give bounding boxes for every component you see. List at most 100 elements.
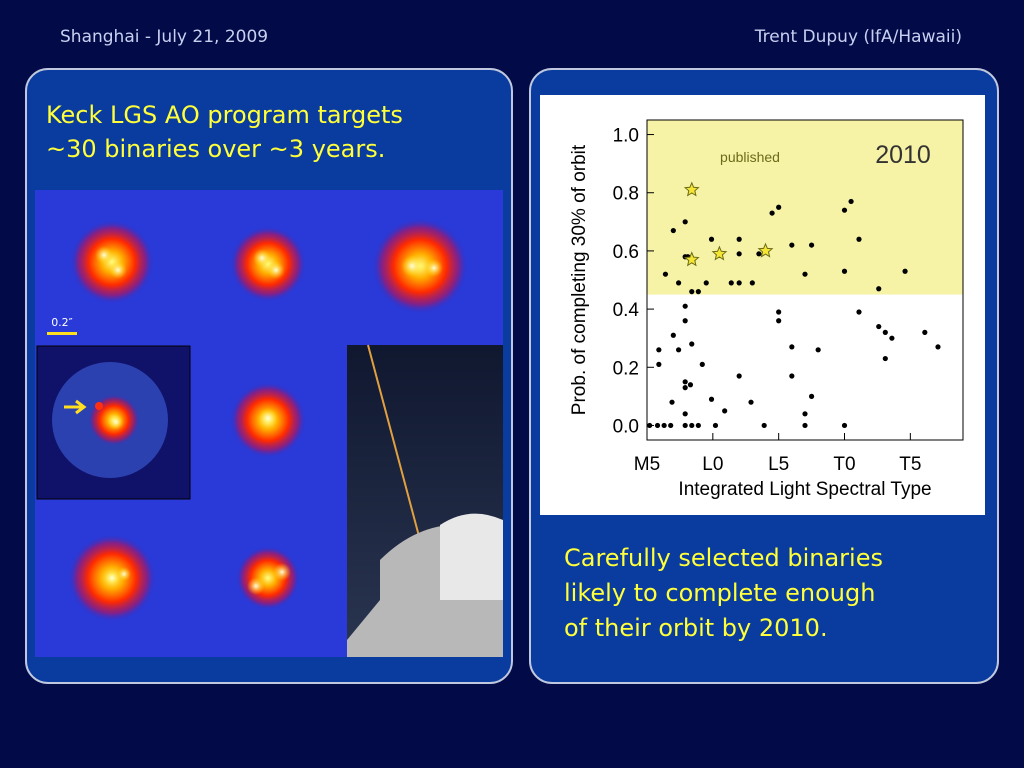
point bbox=[749, 280, 755, 286]
point bbox=[776, 204, 782, 210]
point bbox=[935, 344, 941, 350]
point bbox=[682, 411, 688, 417]
point bbox=[682, 422, 688, 429]
x-axis-label: Integrated Light Spectral Type bbox=[678, 479, 931, 500]
x-tick-label: T0 bbox=[833, 454, 855, 475]
point bbox=[656, 347, 662, 353]
point bbox=[756, 251, 762, 257]
point bbox=[776, 309, 782, 315]
point bbox=[662, 271, 669, 277]
panel-text: likely to complete enough bbox=[564, 579, 875, 607]
header-right: Trent Dupuy (IfA/Hawaii) bbox=[754, 27, 962, 47]
point bbox=[656, 361, 662, 367]
x-tick-label: L0 bbox=[702, 454, 723, 475]
point bbox=[815, 347, 821, 353]
y-tick-label: 0.0 bbox=[613, 416, 639, 437]
point bbox=[687, 382, 694, 388]
point bbox=[682, 219, 688, 225]
panel-text: of their orbit by 2010. bbox=[564, 614, 828, 642]
point bbox=[808, 393, 815, 399]
point bbox=[789, 373, 795, 379]
point bbox=[789, 242, 795, 248]
y-tick-label: 0.4 bbox=[613, 300, 640, 321]
point bbox=[748, 399, 754, 405]
point bbox=[695, 289, 701, 295]
point bbox=[882, 329, 888, 335]
point bbox=[769, 210, 775, 216]
point bbox=[841, 268, 848, 274]
point bbox=[876, 323, 882, 330]
scale-label: 0.2″ bbox=[51, 316, 73, 329]
x-tick-label: T5 bbox=[899, 454, 921, 475]
point bbox=[668, 422, 674, 429]
y-tick-label: 1.0 bbox=[613, 126, 639, 147]
point bbox=[699, 361, 705, 367]
point bbox=[736, 236, 742, 242]
plot-frame bbox=[646, 119, 964, 441]
point bbox=[902, 268, 908, 274]
point bbox=[661, 422, 667, 429]
point bbox=[728, 280, 734, 286]
point bbox=[757, 242, 774, 258]
point bbox=[682, 379, 688, 385]
point bbox=[736, 280, 742, 286]
point bbox=[683, 181, 700, 197]
point bbox=[708, 236, 715, 242]
point bbox=[689, 289, 695, 295]
point bbox=[703, 280, 709, 286]
point bbox=[856, 309, 862, 315]
point bbox=[736, 251, 742, 257]
annotation: 2010 bbox=[875, 141, 931, 169]
chart: 0.0 0.2 0.4 0.6 0.8 1.0 M5 L0 L5 T0 T5 Integrated L… bbox=[540, 95, 985, 515]
point bbox=[654, 422, 661, 429]
image-grid: 0.2″ bbox=[35, 190, 503, 657]
panel-text: Keck LGS AO program targets bbox=[46, 101, 403, 129]
shaded-region bbox=[647, 120, 963, 295]
y-tick-label: 0.2 bbox=[613, 358, 639, 379]
panel-text: Carefully selected binaries bbox=[564, 544, 883, 572]
point bbox=[689, 341, 695, 347]
x-tick-label: M5 bbox=[634, 454, 660, 475]
point bbox=[736, 373, 742, 379]
point bbox=[922, 329, 928, 335]
point bbox=[711, 245, 728, 261]
point bbox=[682, 303, 688, 309]
panel-text: ~30 binaries over ~3 years. bbox=[46, 135, 385, 163]
point bbox=[776, 318, 782, 324]
point bbox=[682, 385, 688, 391]
point bbox=[689, 422, 695, 429]
point bbox=[841, 422, 848, 429]
point bbox=[802, 271, 808, 277]
point bbox=[670, 227, 676, 234]
point bbox=[647, 422, 653, 429]
annotation: published bbox=[720, 149, 780, 165]
point bbox=[670, 332, 676, 338]
point bbox=[876, 286, 882, 292]
point bbox=[682, 318, 688, 324]
point bbox=[761, 422, 767, 429]
y-tick-label: 0.6 bbox=[613, 242, 639, 263]
point bbox=[808, 242, 815, 248]
point bbox=[856, 236, 862, 242]
point bbox=[802, 422, 808, 429]
x-tick-label: L5 bbox=[768, 454, 789, 475]
header-left: Shanghai - July 21, 2009 bbox=[60, 27, 268, 47]
point bbox=[722, 408, 728, 414]
point bbox=[889, 335, 895, 341]
y-tick-label: 0.8 bbox=[613, 184, 639, 205]
point bbox=[848, 198, 854, 205]
point bbox=[695, 422, 701, 429]
point bbox=[683, 251, 700, 267]
point bbox=[712, 422, 719, 429]
point bbox=[676, 347, 682, 353]
y-axis-label: Prob. of completing 30% of orbit bbox=[569, 144, 590, 415]
point bbox=[802, 411, 808, 417]
point bbox=[669, 399, 675, 405]
point bbox=[676, 280, 682, 286]
point bbox=[789, 344, 795, 350]
point bbox=[708, 396, 715, 402]
point bbox=[882, 355, 888, 362]
point bbox=[841, 207, 848, 213]
